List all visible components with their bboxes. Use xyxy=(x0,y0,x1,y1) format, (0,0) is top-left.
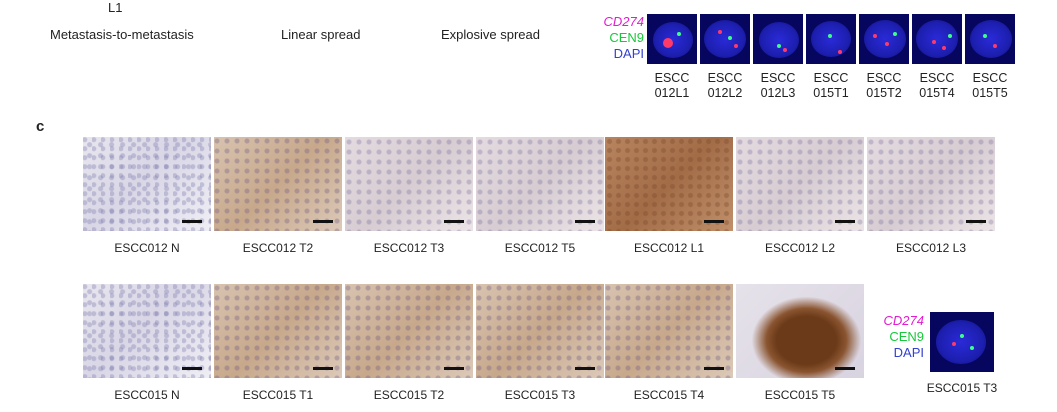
pattern-label-explosive: Explosive spread xyxy=(441,27,540,42)
panel-letter-c: c xyxy=(36,118,45,135)
scale-bar xyxy=(182,220,202,223)
ihc-caption: ESCC012 T5 xyxy=(504,241,576,255)
ihc-image xyxy=(214,284,342,378)
ihc-image xyxy=(345,137,473,231)
l1-label: L1 xyxy=(108,0,123,15)
inset-caption: ESCC015 T3 xyxy=(926,381,998,395)
ihc-image xyxy=(476,284,604,378)
fish-image-row xyxy=(647,14,1015,64)
ihc-image xyxy=(867,137,995,231)
ihc-caption: ESCC012 L1 xyxy=(633,241,705,255)
ihc-image xyxy=(214,137,342,231)
ihc-caption: ESCC015 N xyxy=(114,388,180,402)
fish-image xyxy=(859,14,909,64)
fish-sample-label: ESCC 012L3 xyxy=(760,71,796,100)
fish-image xyxy=(647,14,697,64)
fish-sample-label: ESCC 015T2 xyxy=(866,71,902,100)
fish-image xyxy=(965,14,1015,64)
fish-sample-label: ESCC 015T1 xyxy=(813,71,849,100)
fish-sample-label: ESCC 015T4 xyxy=(919,71,955,100)
ihc-caption: ESCC012 N xyxy=(114,241,180,255)
fish-sample-label: ESCC 015T5 xyxy=(972,71,1008,100)
fish-image xyxy=(806,14,856,64)
ihc-caption: ESCC012 L2 xyxy=(764,241,836,255)
fish-image xyxy=(753,14,803,64)
fish-sample-label: ESCC 012L2 xyxy=(707,71,743,100)
ihc-caption: ESCC015 T2 xyxy=(373,388,445,402)
inset-legend-cen9: CEN9 xyxy=(889,329,924,344)
scale-bar xyxy=(835,220,855,223)
scale-bar xyxy=(444,220,464,223)
inset-fish-image xyxy=(930,312,994,372)
inset-legend: CD274 CEN9 DAPI xyxy=(868,313,924,361)
scale-bar xyxy=(575,367,595,370)
ihc-image xyxy=(736,284,864,378)
ihc-image xyxy=(476,137,604,231)
scale-bar xyxy=(704,367,724,370)
ihc-image xyxy=(345,284,473,378)
ihc-caption: ESCC015 T5 xyxy=(764,388,836,402)
ihc-caption: ESCC015 T3 xyxy=(504,388,576,402)
ihc-caption: ESCC015 T4 xyxy=(633,388,705,402)
ihc-image xyxy=(83,137,211,231)
fish-sample-label: ESCC 012L1 xyxy=(654,71,690,100)
ihc-caption: ESCC012 T3 xyxy=(373,241,445,255)
legend-dapi: DAPI xyxy=(613,46,644,61)
ihc-image xyxy=(736,137,864,231)
ihc-caption: ESCC015 T1 xyxy=(242,388,314,402)
legend-cd274: CD274 xyxy=(603,14,644,29)
ihc-image xyxy=(605,284,733,378)
inset-legend-dapi: DAPI xyxy=(893,345,924,360)
ihc-caption: ESCC012 T2 xyxy=(242,241,314,255)
legend-cen9: CEN9 xyxy=(609,30,644,45)
ihc-image xyxy=(83,284,211,378)
ihc-caption: ESCC012 L3 xyxy=(895,241,967,255)
scale-bar xyxy=(966,220,986,223)
inset-legend-cd274: CD274 xyxy=(883,313,924,328)
scale-bar xyxy=(704,220,724,223)
fish-legend: CD274 CEN9 DAPI xyxy=(588,14,644,62)
ihc-image xyxy=(605,137,733,231)
scale-bar xyxy=(313,367,333,370)
fish-image xyxy=(912,14,962,64)
scale-bar xyxy=(575,220,595,223)
pattern-label-linear: Linear spread xyxy=(281,27,361,42)
scale-bar xyxy=(182,367,202,370)
pattern-label-metastasis: Metastasis-to-metastasis xyxy=(50,27,194,42)
scale-bar xyxy=(835,367,855,370)
scale-bar xyxy=(444,367,464,370)
scale-bar xyxy=(313,220,333,223)
fish-image xyxy=(700,14,750,64)
